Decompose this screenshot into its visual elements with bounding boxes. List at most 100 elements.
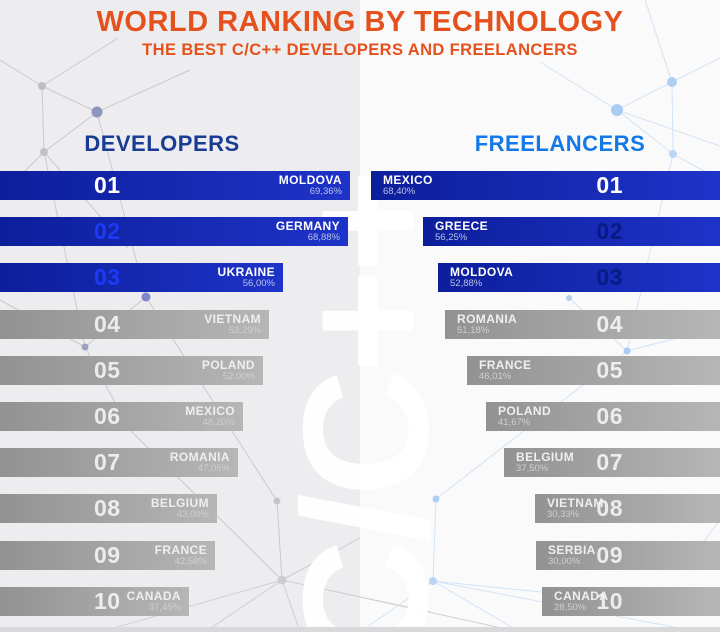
developers-row-03: 03 UKRAINE 56,00%: [0, 263, 283, 292]
rank-number: 06: [596, 403, 623, 429]
country-name: FRANCE: [154, 542, 207, 557]
country-label-block: MOLDOVA 69,36%: [278, 172, 342, 197]
country-name: POLAND: [498, 403, 552, 418]
country-label-block: GREECE 56,25%: [435, 218, 489, 243]
country-label-block: BELGIUM 37,50%: [516, 449, 575, 474]
percentage-value: 52,00%: [222, 370, 255, 382]
country-label-block: MEXICO 48,20%: [185, 403, 235, 428]
country-name: MOLDOVA: [450, 264, 514, 279]
country-label-block: VIETNAM 30,33%: [547, 495, 604, 520]
country-name: MEXICO: [383, 172, 433, 187]
rank-number: 01: [94, 172, 121, 198]
rank-number: 07: [94, 449, 121, 475]
developers-column-header: DEVELOPERS: [84, 131, 240, 156]
page-subtitle: THE BEST C/C++ DEVELOPERS AND FREELANCER…: [142, 41, 578, 59]
percentage-value: 47,05%: [197, 462, 230, 474]
freelancers-row-08: 08 VIETNAM 30,33%: [535, 494, 720, 523]
rank-number: 02: [94, 218, 121, 244]
country-label-block: FRANCE 46,01%: [479, 357, 532, 382]
country-label-block: FRANCE 42,58%: [154, 542, 207, 567]
percentage-value: 37,45%: [148, 601, 181, 613]
rank-number: 02: [596, 218, 623, 244]
percentage-value: 53,29%: [228, 324, 261, 336]
percentage-value: 30,00%: [548, 555, 581, 567]
freelancers-row-09: 09 SERBIA 30,00%: [536, 541, 720, 570]
percentage-value: 28,50%: [554, 601, 587, 613]
rank-number: 07: [596, 449, 623, 475]
country-label-block: SERBIA 30,00%: [548, 542, 596, 567]
rank-number: 04: [94, 311, 121, 337]
rank-number: 05: [94, 357, 121, 383]
country-name: BELGIUM: [150, 495, 209, 510]
rank-number: 04: [596, 311, 623, 337]
country-name: FRANCE: [479, 357, 532, 372]
rank-number: 03: [94, 264, 121, 290]
percentage-value: 51,18%: [457, 324, 490, 336]
country-name: CANADA: [554, 588, 609, 603]
freelancers-row-10: 10 CANADA 28,50%: [542, 587, 720, 616]
country-name: MOLDOVA: [278, 172, 342, 187]
country-name: GREECE: [435, 218, 489, 233]
country-label-block: POLAND 52,00%: [201, 357, 255, 382]
percentage-value: 30,33%: [547, 508, 580, 520]
country-label-block: VIETNAM 53,29%: [204, 311, 261, 336]
percentage-value: 56,00%: [242, 277, 275, 289]
country-name: POLAND: [201, 357, 255, 372]
developers-row-09: 09 FRANCE 42,58%: [0, 541, 215, 570]
percentage-value: 46,01%: [479, 370, 512, 382]
country-name: GERMANY: [275, 218, 340, 233]
developers-row-10: 10 CANADA 37,45%: [0, 587, 189, 616]
developers-row-01: 01 MOLDOVA 69,36%: [0, 171, 350, 200]
country-name: SERBIA: [548, 542, 596, 557]
country-label-block: MEXICO 68,40%: [383, 172, 433, 197]
percentage-value: 56,25%: [435, 231, 468, 243]
country-name: MEXICO: [185, 403, 235, 418]
country-name: ROMANIA: [169, 449, 230, 464]
percentage-value: 48,20%: [202, 416, 235, 428]
percentage-value: 41,67%: [498, 416, 531, 428]
percentage-value: 37,50%: [516, 462, 549, 474]
country-label-block: ROMANIA 47,05%: [169, 449, 230, 474]
country-label-block: GERMANY 68,88%: [275, 218, 340, 243]
bottom-edge-strip: [0, 627, 720, 632]
freelancers-row-07: 07 BELGIUM 37,50%: [504, 448, 720, 477]
percentage-value: 69,36%: [309, 185, 342, 197]
freelancers-row-01: 01 MEXICO 68,40%: [371, 171, 720, 200]
rank-number: 06: [94, 403, 121, 429]
developers-row-04: 04 VIETNAM 53,29%: [0, 310, 269, 339]
freelancers-column-header: FREELANCERS: [474, 131, 646, 156]
page-title: WORLD RANKING BY TECHNOLOGY: [96, 6, 624, 38]
freelancers-row-04: 04 ROMANIA 51,18%: [445, 310, 720, 339]
country-name: ROMANIA: [457, 311, 518, 326]
country-name: VIETNAM: [204, 311, 261, 326]
rank-number: 10: [94, 588, 121, 614]
freelancers-row-03: 03 MOLDOVA 52,88%: [438, 263, 720, 292]
country-name: UKRAINE: [217, 264, 275, 279]
country-label-block: ROMANIA 51,18%: [457, 311, 518, 336]
developers-row-07: 07 ROMANIA 47,05%: [0, 448, 238, 477]
freelancers-row-05: 05 FRANCE 46,01%: [467, 356, 720, 385]
freelancers-row-06: 06 POLAND 41,67%: [486, 402, 720, 431]
rank-number: 03: [596, 264, 623, 290]
c-cpp-watermark: C/C++: [266, 172, 465, 632]
country-label-block: POLAND 41,67%: [498, 403, 552, 428]
rank-number: 05: [596, 357, 623, 383]
rank-number: 09: [94, 542, 121, 568]
percentage-value: 68,88%: [307, 231, 340, 243]
percentage-value: 42,58%: [174, 555, 207, 567]
country-label-block: UKRAINE 56,00%: [217, 264, 275, 289]
percentage-value: 43,00%: [176, 508, 209, 520]
rank-number: 08: [94, 495, 121, 521]
country-name: BELGIUM: [516, 449, 575, 464]
rank-number: 01: [596, 172, 623, 198]
freelancers-row-02: 02 GREECE 56,25%: [423, 217, 720, 246]
country-name: CANADA: [126, 588, 181, 603]
developers-row-06: 06 MEXICO 48,20%: [0, 402, 243, 431]
country-label-block: CANADA 28,50%: [554, 588, 609, 613]
rank-number: 09: [596, 542, 623, 568]
percentage-value: 68,40%: [383, 185, 416, 197]
percentage-value: 52,88%: [450, 277, 483, 289]
developers-row-08: 08 BELGIUM 43,00%: [0, 494, 217, 523]
country-name: VIETNAM: [547, 495, 604, 510]
